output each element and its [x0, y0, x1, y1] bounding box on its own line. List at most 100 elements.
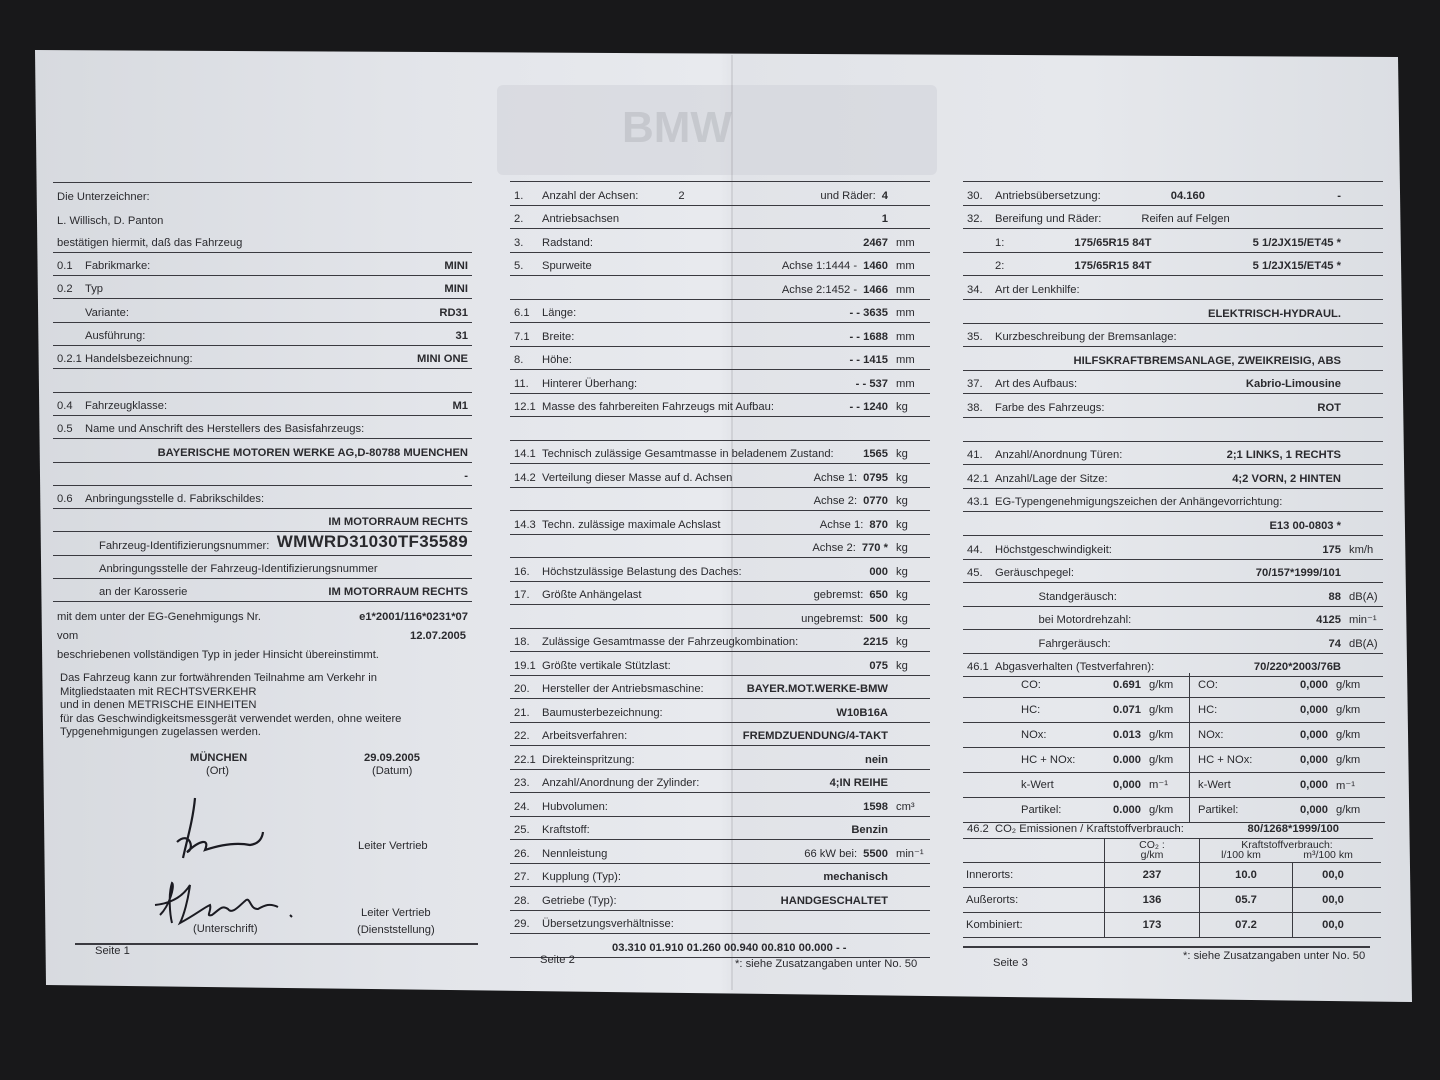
field-label: Standgeräusch: [995, 590, 1117, 603]
fold-crease [731, 55, 733, 990]
emission-k: CO: [1021, 679, 1041, 691]
field-value: 0795 [863, 471, 888, 484]
field-value: - - 1240 [849, 401, 888, 413]
field-value: 0770 [863, 495, 888, 507]
field-unit: mm [896, 283, 915, 296]
field-unit: kg [896, 589, 908, 601]
field-value: 000 [869, 565, 888, 578]
field-row: 29. Übersetzungsverhältnisse: [510, 911, 930, 934]
field-unit: kg [896, 612, 908, 625]
field-label: Anbringungsstelle der Fahrzeug-Identifiz… [99, 563, 378, 576]
date-label: (Datum) [372, 765, 413, 777]
field-value: - - 1688 [849, 330, 888, 343]
field-label: Hinterer Überhang: [542, 377, 638, 390]
field-number: 12.1 [514, 401, 536, 413]
field-value: - [464, 469, 468, 482]
field-row: 25. Kraftstoff: Benzin [510, 817, 930, 840]
page3-fields: 30. Antriebsübersetzung: 04.160 - 32. Bereifu… [963, 181, 1383, 678]
field-value: 4;2 VORN, 2 HINTEN [1232, 472, 1341, 485]
field-row: 14.3 Techn. zulässige maximale Achslast Ac… [510, 511, 930, 535]
field-number: 23. [514, 777, 530, 789]
emission-k: NOx: [1021, 729, 1047, 741]
field-row: ELEKTRISCH-HYDRAUL. [963, 300, 1383, 324]
field-number: 0.1 [57, 260, 73, 273]
emission-v: 0.013 [1113, 729, 1141, 741]
signature-label: (Unterschrift) [193, 923, 258, 935]
field-value: BAYER.MOT.WERKE-BMW [746, 683, 888, 695]
co2-fuel-table: CO₂ : g/km Kraftstoffverbrauch: l/100 km m… [963, 838, 1381, 938]
field-unit: mm [896, 377, 915, 390]
field-row: 12.1 Masse des fahrbereiten Fahrzeugs mit… [510, 394, 930, 417]
paragraph-line: und in denen METRISCHE EINHEITEN [60, 699, 257, 711]
field-row: 6.1 Länge: - - 3635 mm [510, 300, 930, 323]
field-number: 22. [514, 730, 530, 742]
field-row: 0.2.1 Handelsbezeichnung: MINI ONE [53, 346, 472, 370]
field-row: Achse 2: 0770 kg [510, 488, 930, 511]
page2-note: *: siehe Zusatzangaben unter No. 50 [735, 958, 918, 970]
field-unit: mm [896, 260, 915, 272]
field-number: 11. [514, 377, 529, 390]
field-sublabel: Achse 2:1452 - [781, 283, 858, 296]
field-value: 1598 [863, 800, 888, 813]
field-row: 18. Zulässige Gesamtmasse der Fahrzeugkom… [510, 629, 930, 652]
field-label: Variante: [85, 306, 129, 319]
field-row: - [53, 463, 472, 486]
field-number: 6.1 [514, 307, 530, 319]
co2-value: 237 [1104, 863, 1199, 887]
field-row: 22.1 Direkteinspritzung: nein [510, 746, 930, 770]
field-row: an der Karosserie IM MOTORRAUM RECHTS [53, 579, 472, 603]
field-number: 44. [967, 543, 983, 556]
field-number: 19.1 [514, 659, 536, 672]
field-value: 74 [1328, 637, 1341, 650]
field-row: 42.1 Anzahl/Lage der Sitze: 4;2 VORN, 2 HI… [963, 465, 1383, 489]
fuel-l-value: 05.7 [1199, 888, 1292, 912]
field-row: 21. Baumusterbezeichnung: W10B16A [510, 699, 930, 723]
field-value: 1460 [863, 260, 888, 272]
emission-k2: NOx: [1198, 729, 1224, 741]
emission-v: 0.000 [1113, 804, 1141, 816]
field-row: Achse 2: 770 * kg [510, 535, 930, 558]
emission-u: g/km [1141, 698, 1190, 722]
field-number: 28. [514, 894, 530, 907]
field-number: 34. [967, 283, 983, 296]
field-number: 2. [514, 213, 524, 225]
field-row: Ausführung: 31 [53, 323, 472, 347]
field-unit: dB(A) [1349, 637, 1378, 650]
field-row: Variante: RD31 [53, 299, 472, 323]
field-label: Anbringungsstelle d. Fabrikschildes: [85, 493, 265, 506]
emission-v: 0,000 [1113, 779, 1141, 791]
paragraph-line: für das Geschwindigkeitsmessgerät verwen… [60, 712, 402, 725]
field-value: ROT [1317, 401, 1341, 414]
page3-note: *: siehe Zusatzangaben unter No. 50 [1183, 950, 1366, 962]
emission-row: CO: 0.691 g/km CO: 0,000 g/km [963, 673, 1385, 698]
emission-row: HC + NOx: 0.000 g/km HC + NOx: 0,000 g/km [963, 748, 1385, 773]
field-value: 650 [869, 589, 888, 601]
field-label: Kraftstoff: [542, 824, 590, 836]
field-number: 8. [514, 354, 524, 366]
field-label: Getriebe (Typ): [542, 894, 617, 907]
emission-k: Partikel: [1021, 804, 1062, 816]
field-number: 0.2.1 [57, 353, 82, 366]
fuel-m3-value: 00,0 [1292, 863, 1373, 887]
co2-row-label: Außerorts: [966, 894, 1019, 906]
field-row: L. Willisch, D. Panton [53, 206, 472, 229]
field-unit: kg [896, 401, 908, 413]
emission-u2: g/km [1336, 729, 1361, 741]
field-label: Handelsbezeichnung: [85, 353, 193, 366]
field-row: 1: 175/65R15 84T 5 1/2JX15/ET45 * [963, 229, 1383, 253]
emission-v2: 0,000 [1300, 754, 1328, 766]
field-number: 29. [514, 918, 530, 930]
field-value: - - 3635 [849, 307, 888, 319]
emission-k: k-Wert [1021, 779, 1054, 791]
page1-bottom-line [75, 943, 478, 945]
field-row [53, 369, 472, 393]
field-value: 5500 [863, 847, 888, 860]
emission-v: 0.000 [1113, 754, 1141, 766]
field-number: 17. [514, 589, 530, 601]
field-unit: kg [896, 542, 908, 554]
field-number: 45. [967, 567, 983, 580]
field-label: Breite: [542, 330, 575, 343]
page2-fields: 1. Anzahl der Achsen: 2 und Räder: 4 2. Antrie… [510, 181, 930, 958]
field-label: Fahrzeugklasse: [85, 399, 168, 412]
co2-row: Kombiniert: 173 07.2 00,0 [963, 913, 1381, 938]
